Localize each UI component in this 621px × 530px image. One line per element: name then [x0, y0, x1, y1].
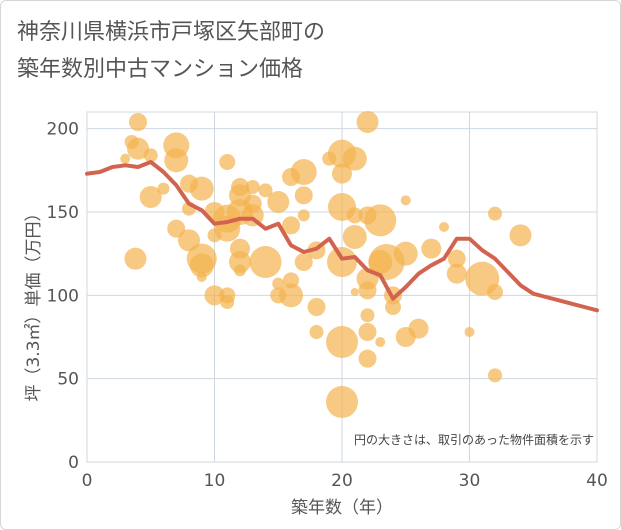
- bubble-59: [346, 207, 363, 224]
- bubble-71: [375, 337, 386, 347]
- bubble-46: [297, 209, 310, 222]
- y-tick-label-4: 200: [47, 120, 79, 140]
- bubble-61: [350, 288, 359, 296]
- bubble-49: [309, 325, 324, 339]
- bubble-31: [234, 264, 246, 277]
- x-tick-label-1: 10: [204, 471, 226, 491]
- y-tick-label-2: 100: [47, 286, 79, 306]
- bubble-55: [327, 247, 357, 277]
- bubble-42: [279, 283, 303, 308]
- bubble-0: [120, 153, 131, 164]
- bubble-6: [139, 186, 162, 208]
- bubble-4: [124, 247, 147, 270]
- bubble-83: [464, 327, 475, 337]
- bubble-36: [249, 246, 282, 278]
- bubble-30: [229, 251, 251, 273]
- bubble-21: [219, 154, 236, 170]
- bubble-5: [143, 148, 158, 163]
- bubble-82: [446, 263, 467, 284]
- bubble-66: [360, 308, 375, 323]
- bubble-78: [408, 318, 429, 339]
- bubble-20: [204, 285, 225, 306]
- trend-line: [85, 160, 599, 313]
- bubble-47: [294, 253, 313, 271]
- x-axis-label: 築年数（年）: [291, 498, 393, 518]
- bubble-80: [439, 222, 449, 232]
- size-note: 円の大きさは、取引のあった物件面積を示す: [354, 432, 594, 447]
- bubble-86: [487, 284, 503, 300]
- x-tick-labels: 0 10 20 30 40: [82, 471, 608, 491]
- bubble-3: [127, 137, 149, 160]
- y-axis-label: 坪（3.3㎡）単価（万円）: [24, 204, 44, 401]
- bubble-37: [267, 191, 290, 213]
- bubble-62: [356, 111, 379, 133]
- bubble-69: [364, 204, 397, 237]
- bubble-75: [400, 195, 411, 206]
- bubble-57: [326, 386, 358, 418]
- y-tick-label-3: 150: [47, 203, 79, 223]
- bubble-16: [189, 253, 214, 278]
- y-tick-label-1: 50: [57, 370, 79, 390]
- bubble-56: [326, 326, 358, 358]
- x-tick-label-0: 0: [82, 471, 93, 491]
- bubble-35: [258, 183, 273, 198]
- bubble-9: [164, 148, 189, 173]
- y-tick-label-0: 0: [68, 453, 79, 473]
- x-tick-label-2: 20: [331, 471, 353, 491]
- bubble-25: [220, 295, 235, 309]
- bubble-40: [282, 216, 300, 235]
- bubble-48: [307, 298, 326, 316]
- bubble-67: [358, 323, 377, 341]
- bubble-60: [342, 225, 367, 249]
- bubble-74: [385, 299, 401, 315]
- bubble-7: [157, 182, 170, 195]
- bubble-44: [290, 159, 317, 185]
- bubble-39: [272, 277, 285, 290]
- chart-title-line-1: 神奈川県横浜市戸塚区矢部町の: [17, 20, 325, 45]
- bubble-76: [393, 241, 418, 266]
- chart-title-line-2: 築年数別中古マンション価格: [17, 57, 303, 82]
- bubble-58: [342, 146, 367, 171]
- bubble-88: [509, 224, 532, 247]
- bubble-32: [245, 180, 260, 194]
- bubble-53: [332, 163, 352, 184]
- bubble-2: [129, 113, 147, 131]
- bubble-65: [358, 281, 377, 300]
- x-tick-label-4: 40: [586, 471, 608, 491]
- bubble-85: [488, 206, 502, 221]
- bubble-79: [421, 238, 442, 259]
- bubble-17: [196, 272, 207, 282]
- bubble-45: [294, 186, 313, 205]
- bubble-68: [358, 349, 377, 368]
- bubble-87: [488, 368, 502, 383]
- bubble-14: [189, 176, 214, 201]
- x-tick-label-3: 30: [459, 471, 481, 491]
- y-tick-labels: 0 50 100 150 200: [47, 120, 79, 473]
- bubble-81: [447, 249, 466, 268]
- bubble-series: [120, 111, 532, 418]
